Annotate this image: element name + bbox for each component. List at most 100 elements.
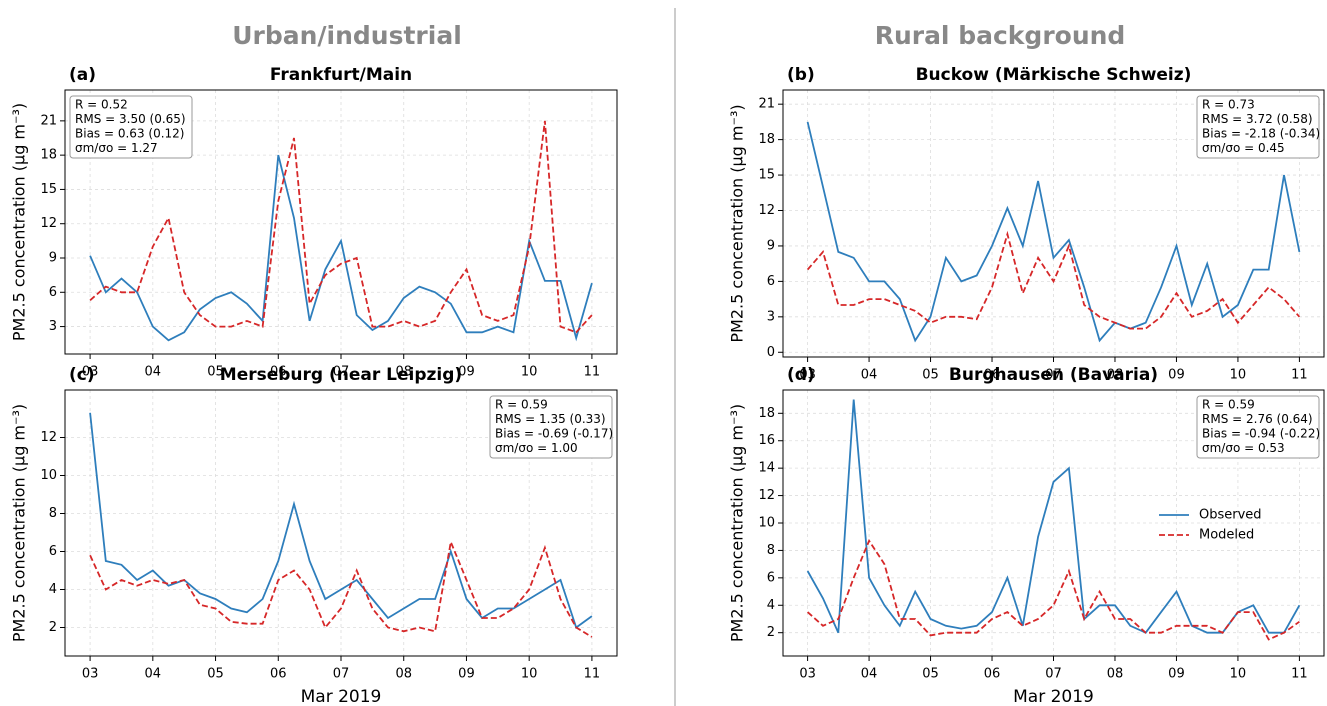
x-tick-label: 11	[1291, 368, 1308, 383]
stats-line: σm/σo = 0.53	[1202, 441, 1285, 455]
y-tick-label: 21	[40, 113, 57, 128]
stats-line: Bias = 0.63 (0.12)	[75, 127, 184, 141]
x-tick-label: 04	[145, 667, 162, 682]
y-tick-label: 9	[49, 251, 57, 266]
y-tick-label: 8	[49, 506, 57, 521]
y-tick-label: 0	[767, 345, 775, 360]
x-tick-label: 07	[1045, 667, 1062, 682]
panel-label: (c)	[69, 365, 95, 385]
data-line	[89, 154, 593, 342]
x-tick-label: 08	[1107, 368, 1124, 383]
y-tick-label: 6	[49, 544, 57, 559]
plot-frame	[782, 389, 1325, 657]
x-tick-label: 04	[861, 368, 878, 383]
x-tick-label: 09	[1168, 368, 1185, 383]
y-tick-label: 14	[758, 461, 775, 476]
y-tick-label: 9	[767, 238, 775, 253]
x-tick-label: 07	[333, 365, 350, 380]
stats-line: Bias = -0.69 (-0.17)	[495, 427, 613, 441]
data-line	[89, 412, 593, 629]
legend-label: Observed	[1199, 508, 1262, 523]
x-tick-label: 03	[799, 368, 816, 383]
column-heading: Urban/industrial	[232, 21, 462, 50]
data-line	[89, 120, 593, 334]
panel-title: Burghausen (Bavaria)	[949, 365, 1158, 385]
stats-line: Bias = -2.18 (-0.34)	[1202, 127, 1320, 141]
stats-line: R = 0.59	[1202, 398, 1255, 412]
stats-line: RMS = 1.35 (0.33)	[495, 412, 606, 426]
y-tick-label: 3	[767, 309, 775, 324]
y-axis-label: PM2.5 concentration (μg m⁻³)	[10, 103, 29, 341]
x-tick-label: 04	[861, 667, 878, 682]
x-tick-label: 08	[395, 365, 412, 380]
panel-label: (a)	[69, 65, 96, 85]
panel-label: (b)	[787, 65, 815, 85]
y-axis-label: PM2.5 concentration (μg m⁻³)	[10, 404, 29, 642]
x-tick-label: 06	[270, 365, 287, 380]
panel-title: Frankfurt/Main	[270, 65, 412, 85]
y-tick-label: 3	[49, 319, 57, 334]
plot-frame	[64, 389, 618, 657]
x-tick-label: 09	[458, 365, 475, 380]
panel-label: (d)	[787, 365, 815, 385]
y-axis-label: PM2.5 concentration (μg m⁻³)	[728, 404, 747, 642]
x-tick-label: 05	[922, 368, 939, 383]
data-line	[806, 399, 1301, 634]
y-tick-label: 16	[758, 433, 775, 448]
stats-box	[489, 395, 613, 459]
x-tick-label: 08	[1107, 667, 1124, 682]
y-tick-label: 12	[758, 488, 775, 503]
stats-line: RMS = 3.50 (0.65)	[75, 112, 186, 126]
x-tick-label: 08	[395, 667, 412, 682]
x-tick-label: 09	[458, 667, 475, 682]
x-tick-label: 10	[1230, 368, 1247, 383]
column-heading: Rural background	[875, 21, 1126, 50]
x-tick-label: 07	[333, 667, 350, 682]
x-tick-label: 10	[521, 365, 538, 380]
data-line	[806, 121, 1301, 343]
y-tick-label: 12	[758, 203, 775, 218]
stats-line: R = 0.73	[1202, 98, 1255, 112]
data-line	[806, 230, 1301, 330]
x-tick-label: 06	[270, 667, 287, 682]
x-tick-label: 11	[1291, 667, 1308, 682]
stats-line: σm/σo = 1.00	[495, 441, 578, 455]
y-tick-label: 2	[767, 625, 775, 640]
y-axis-label: PM2.5 concentration (μg m⁻³)	[728, 104, 747, 342]
y-tick-label: 10	[758, 516, 775, 531]
y-tick-label: 4	[49, 582, 57, 597]
x-tick-label: 05	[207, 667, 224, 682]
x-tick-label: 06	[984, 667, 1001, 682]
stats-box	[1196, 95, 1320, 159]
data-line	[89, 538, 593, 638]
plot-frame	[64, 89, 618, 355]
x-tick-label: 03	[82, 365, 99, 380]
y-tick-label: 6	[767, 274, 775, 289]
stats-box	[1196, 395, 1320, 459]
x-axis-label: Mar 2019	[1013, 687, 1094, 706]
y-tick-label: 10	[40, 468, 57, 483]
x-tick-label: 11	[584, 667, 601, 682]
y-tick-label: 21	[758, 97, 775, 112]
y-tick-label: 18	[758, 132, 775, 147]
y-tick-label: 6	[767, 570, 775, 585]
stats-line: R = 0.52	[75, 98, 128, 112]
x-tick-label: 06	[984, 368, 1001, 383]
x-tick-label: 05	[922, 667, 939, 682]
x-tick-label: 11	[584, 365, 601, 380]
y-tick-label: 12	[40, 430, 57, 445]
stats-line: RMS = 2.76 (0.64)	[1202, 412, 1313, 426]
y-tick-label: 12	[40, 216, 57, 231]
x-tick-label: 03	[82, 667, 99, 682]
x-tick-label: 09	[1168, 667, 1185, 682]
y-tick-label: 15	[758, 168, 775, 183]
y-tick-label: 8	[767, 543, 775, 558]
x-tick-label: 10	[521, 667, 538, 682]
stats-line: RMS = 3.72 (0.58)	[1202, 112, 1313, 126]
stats-line: Bias = -0.94 (-0.22)	[1202, 427, 1320, 441]
x-axis-label: Mar 2019	[301, 687, 382, 706]
plot-frame	[782, 89, 1325, 358]
x-tick-label: 07	[1045, 368, 1062, 383]
